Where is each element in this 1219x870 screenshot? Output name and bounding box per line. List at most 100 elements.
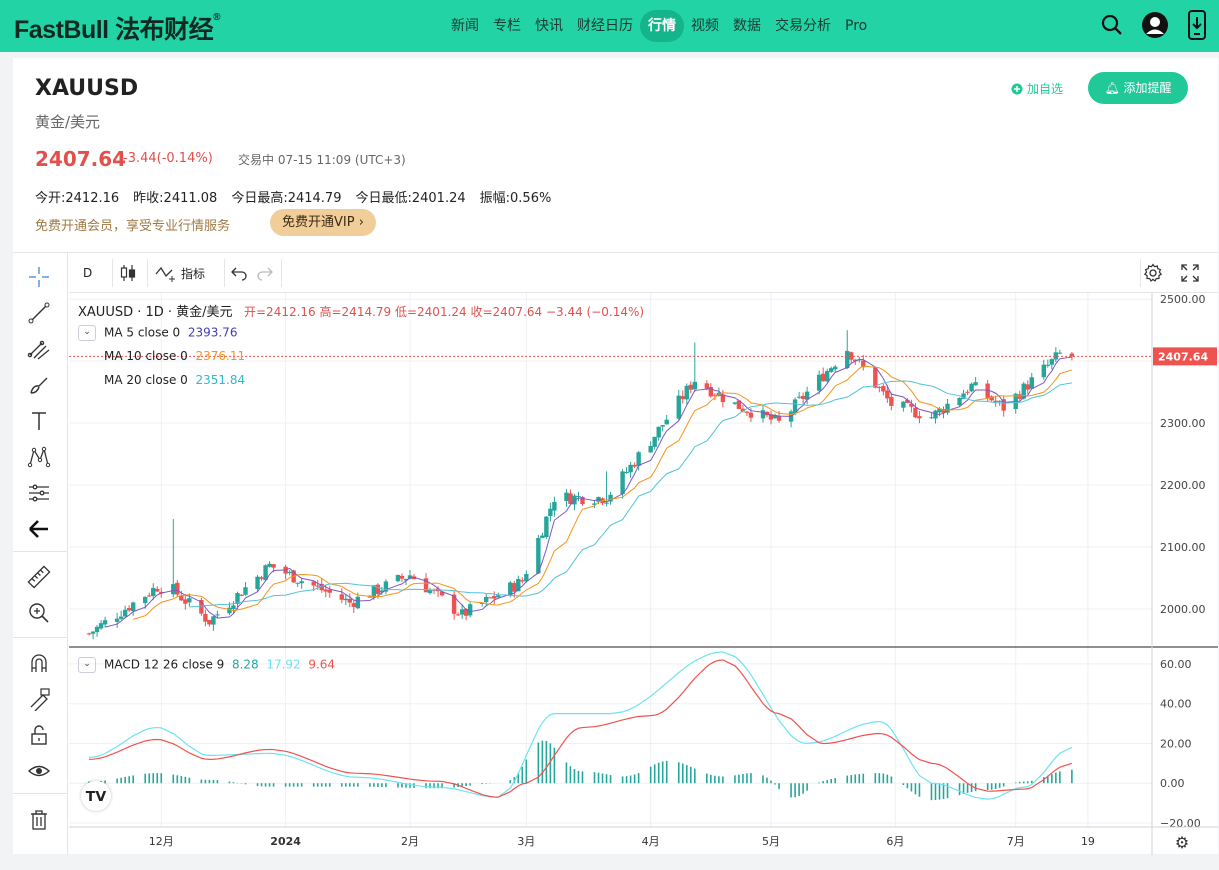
brand-name: FastBull 法布财经: [14, 16, 214, 44]
trading-status: 交易中 07-15 11:09 (UTC+3): [238, 153, 406, 167]
candle-body: [187, 598, 192, 603]
ruler-icon[interactable]: [25, 563, 53, 591]
x-tick-label: 4月: [642, 835, 660, 848]
price-chart[interactable]: 2000.002100.002200.002300.002400.002500.…: [69, 293, 1218, 855]
nav-item-3[interactable]: 财经日历: [577, 18, 633, 34]
macd-label: MACD 12 26 close 9: [104, 657, 225, 672]
add-alert-label: 添加提醒: [1123, 81, 1172, 95]
fib-tool-icon[interactable]: [25, 335, 53, 363]
top-navbar: FastBull 法布财经® 新闻 专栏 快讯 财经日历 行情 视频 数据 交易分析 Pro: [0, 0, 1219, 52]
macd-pane: [88, 651, 1073, 801]
ma10-legend: MA 10 close 0 2376.11: [104, 349, 245, 363]
interval-button[interactable]: D: [83, 266, 93, 280]
candle-body: [985, 383, 990, 398]
crosshair-tool-icon[interactable]: [25, 263, 53, 291]
nav-item-6[interactable]: 数据: [733, 18, 761, 34]
brand-logo[interactable]: FastBull 法布财经®: [14, 10, 220, 46]
candle-body: [540, 535, 545, 539]
candle-body: [427, 589, 433, 594]
nav-item-7[interactable]: 交易分析: [775, 18, 831, 34]
candle-body: [592, 503, 597, 505]
eye-icon[interactable]: [25, 757, 53, 785]
undo-icon[interactable]: [231, 253, 247, 293]
collapse-chevron-icon[interactable]: ⌄: [78, 325, 96, 341]
moving-averages: [104, 356, 1073, 628]
candle-body: [90, 631, 96, 634]
candle-body: [94, 626, 100, 632]
nav-item-1[interactable]: 专栏: [493, 18, 521, 34]
measure-tool-icon[interactable]: [25, 479, 53, 507]
trend-line-tool-icon[interactable]: [25, 299, 53, 327]
candle-body: [207, 619, 212, 625]
candle-body: [969, 383, 974, 392]
candle-body: [347, 598, 353, 603]
search-icon[interactable]: [1101, 14, 1123, 36]
text-tool-icon[interactable]: [25, 407, 53, 435]
last-price-badge: [1153, 347, 1217, 366]
candle-body: [399, 575, 405, 579]
nav-item-4[interactable]: 行情: [640, 10, 684, 42]
candle-body: [913, 407, 918, 418]
nav-item-5[interactable]: 视频: [691, 18, 719, 34]
drawing-toolbar: [13, 253, 68, 855]
candle-body: [351, 603, 357, 607]
candle-body: [889, 396, 894, 406]
candle-body: [496, 595, 501, 598]
candle-body: [684, 385, 689, 400]
tradingview-logo-icon[interactable]: 𝗧𝗩: [81, 781, 111, 811]
settings-gear-icon[interactable]: [1143, 253, 1163, 293]
candle-body: [1025, 384, 1030, 390]
candle-body: [965, 391, 970, 393]
nav-item-0[interactable]: 新闻: [451, 18, 479, 34]
candle-body: [379, 590, 385, 593]
redo-icon[interactable]: [257, 253, 273, 293]
macd-tick-label: −20.00: [1160, 817, 1201, 830]
candle-body: [937, 408, 942, 413]
download-app-icon[interactable]: [1187, 10, 1207, 40]
indicators-button[interactable]: 指标: [155, 253, 205, 293]
brush-tool-icon[interactable]: [25, 371, 53, 399]
magnet-icon[interactable]: [25, 649, 53, 677]
collapse-chevron-icon[interactable]: ⌄: [78, 657, 96, 673]
nav-item-8[interactable]: Pro: [845, 18, 868, 34]
candle-body: [776, 415, 782, 421]
indicator-icon: [155, 266, 175, 282]
x-tick-label: 3月: [517, 835, 535, 848]
candle-body: [580, 497, 585, 504]
candle-body: [488, 597, 493, 599]
promo-text: 免费开通会员，享受专业行情服务: [35, 219, 231, 234]
legend-ohlc: 开=2412.16 高=2414.79 低=2401.24 收=2407.64 …: [244, 305, 645, 319]
price-tick-label: 2100.00: [1160, 541, 1206, 554]
candle-body: [516, 578, 521, 592]
candle-body: [656, 426, 661, 438]
candle-body: [833, 366, 838, 370]
stat-value: 2411.08: [163, 191, 218, 206]
candle-body: [1001, 399, 1006, 411]
zoom-in-icon[interactable]: [25, 599, 53, 627]
candle-body: [1057, 352, 1063, 354]
candle-body: [885, 390, 890, 399]
pattern-tool-icon[interactable]: [25, 443, 53, 471]
add-watchlist-button[interactable]: 加自选: [1011, 80, 1063, 97]
candle-body: [199, 599, 204, 614]
candle-body: [945, 403, 950, 413]
candle-body: [299, 581, 304, 584]
unlock-icon[interactable]: [25, 721, 53, 749]
candle-body: [973, 382, 978, 386]
candle-body: [451, 594, 457, 614]
lock-drawing-icon[interactable]: [25, 685, 53, 713]
user-avatar-icon[interactable]: [1141, 11, 1169, 39]
trash-icon[interactable]: [25, 806, 53, 834]
candle-body: [692, 381, 697, 390]
fullscreen-icon[interactable]: [1181, 253, 1199, 293]
main-nav: 新闻 专栏 快讯 财经日历 行情 视频 数据 交易分析 Pro: [444, 9, 874, 43]
candle-body: [1069, 353, 1075, 357]
candle-body: [1041, 364, 1047, 378]
candle-body: [536, 537, 541, 574]
nav-item-2[interactable]: 快讯: [535, 18, 563, 34]
macd-tick-label: 40.00: [1160, 698, 1192, 711]
arrow-left-icon[interactable]: [25, 515, 53, 543]
candle-type-icon[interactable]: [119, 253, 137, 293]
add-alert-button[interactable]: 🔔︎ 添加提醒: [1088, 72, 1188, 104]
vip-button[interactable]: 免费开通VIP ›: [270, 209, 376, 236]
